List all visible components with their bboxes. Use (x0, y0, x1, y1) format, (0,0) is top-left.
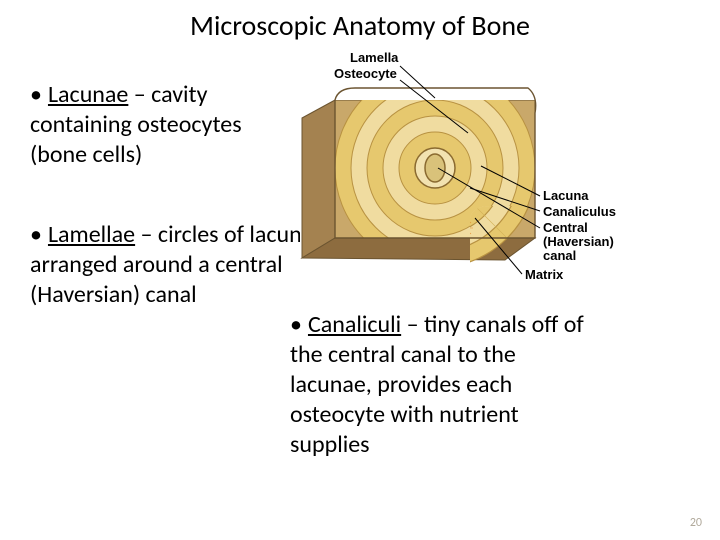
osteon-diagram: Lamella Osteocyte Lacuna Canaliculus Cen… (300, 48, 600, 303)
page-title: Microscopic Anatomy of Bone (0, 8, 720, 43)
label-central-3: canal (543, 248, 576, 263)
term-canaliculi: Canaliculi (308, 310, 401, 339)
bullet-dot: • (30, 220, 42, 250)
label-matrix: Matrix (525, 267, 563, 282)
term-lacunae: Lacunae (48, 80, 128, 109)
bullet-dot: • (30, 80, 42, 110)
osteon-svg (300, 48, 600, 303)
label-osteocyte: Osteocyte (334, 66, 397, 81)
bullet-lacunae: •Lacunae – cavity containing osteocytes … (30, 80, 290, 170)
label-canaliculus: Canaliculus (543, 204, 616, 219)
label-central-1: Central (543, 220, 588, 235)
label-lacuna: Lacuna (543, 188, 589, 203)
bullet-canaliculi: •Canaliculi – tiny canals off of the cen… (290, 310, 600, 460)
term-lamellae: Lamellae (48, 220, 135, 249)
page-number: 20 (690, 516, 702, 530)
label-central-2: (Haversian) (543, 234, 614, 249)
bullet-dot: • (290, 310, 302, 340)
bullet-lamellae: •Lamellae – circles of lacunae arranged … (30, 220, 330, 310)
label-lamella: Lamella (350, 50, 398, 65)
